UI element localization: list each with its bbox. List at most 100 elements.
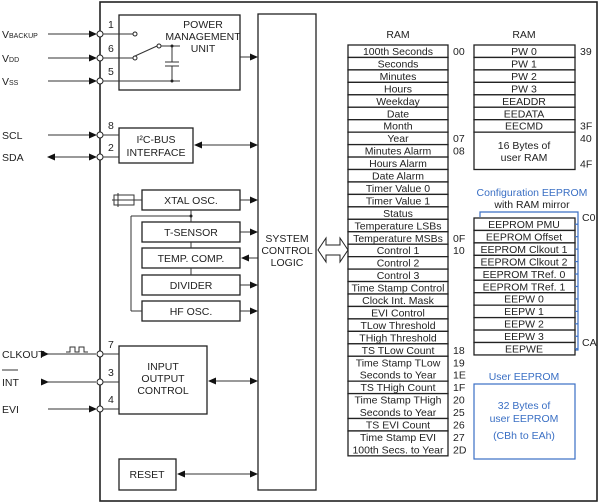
label: MANAGEMENT (165, 31, 241, 43)
register-name: Seconds to Year (360, 407, 437, 419)
register-address: 25 (453, 407, 465, 419)
register-name: Time Stamp EVI (360, 432, 436, 444)
register-name: Time Stamp TLow (356, 357, 441, 369)
register-name: EEPW 1 (504, 306, 544, 318)
pin-terminal (96, 54, 104, 62)
pin-number: 6 (108, 43, 114, 55)
register-address: 18 (453, 345, 465, 357)
config-eeprom-title: Configuration EEPROM (477, 187, 588, 199)
pin-label: INT (2, 377, 20, 389)
register-name: EEADDR (502, 96, 546, 108)
register-name: EEPROM Offset (486, 231, 562, 243)
register-address: 00 (453, 46, 465, 58)
label: (CBh to EAh) (493, 430, 555, 442)
register-name: Weekday (376, 96, 420, 108)
pin-label: EVI (2, 404, 19, 416)
register-name: Control 3 (377, 270, 420, 282)
label: DIVIDER (170, 280, 213, 292)
pin-terminal (96, 77, 104, 85)
config-eeprom-subtitle: with RAM mirror (493, 199, 570, 211)
reset-block (118, 458, 177, 491)
register-name: user RAM (501, 152, 548, 164)
register-name: TS THigh Count (360, 382, 435, 394)
label: CONTROL (137, 385, 188, 397)
pin-number: 2 (108, 142, 114, 154)
register-name: Minutes (380, 71, 417, 83)
user-eeprom-title: User EEPROM (489, 371, 560, 383)
register-name: 100th Seconds (363, 46, 433, 58)
pin-terminal (96, 378, 104, 386)
label: RESET (129, 469, 165, 481)
pin-label: CLKOUT (2, 349, 45, 361)
system-control-logic (257, 13, 317, 491)
power-management-unit (118, 14, 241, 91)
label: I²C-BUS (136, 134, 175, 146)
register-name: 100th Secs. to Year (352, 444, 444, 456)
register-address: 39 (580, 46, 592, 58)
ram-title: RAM (386, 29, 409, 41)
label: UNIT (191, 43, 216, 55)
register-address: 07 (453, 133, 465, 145)
pin-subscript: DD (9, 57, 19, 64)
register-name: Temperature MSBs (353, 233, 443, 245)
pin-label: VDD (2, 53, 19, 65)
pin-label: VSS (2, 76, 19, 88)
register-address: 3F (580, 121, 592, 133)
pin-number: 3 (108, 367, 114, 379)
label: INTERFACE (127, 147, 186, 159)
input-output-control (118, 345, 208, 415)
label: T-SENSOR (164, 227, 218, 239)
register-name: EEPW 0 (504, 294, 544, 306)
pin-number: 8 (108, 120, 114, 132)
register-name: TS EVI Count (366, 420, 430, 432)
register-address: 1F (453, 382, 465, 394)
register-name: PW 1 (511, 58, 537, 70)
register-row (347, 430, 449, 457)
register-address: C0 (582, 212, 596, 224)
register-name: Date (387, 108, 409, 120)
register-name: Month (383, 121, 412, 133)
label: HF OSC. (170, 306, 213, 318)
pin-terminal (96, 30, 104, 38)
register-address: 20 (453, 395, 465, 407)
switch-contact (132, 55, 138, 61)
pin-number: 7 (108, 339, 114, 351)
register-name: EVI Control (371, 307, 425, 319)
register-name: Time Stamp Control (352, 283, 445, 295)
register-name: EEPROM TRef. 0 (483, 269, 566, 281)
label: user EEPROM (490, 413, 559, 425)
register-name: Timer Value 1 (366, 195, 430, 207)
pin-terminal (96, 350, 104, 358)
register-address: 2D (453, 444, 467, 456)
register-row (347, 392, 449, 420)
pin-terminal (96, 405, 104, 413)
register-address: CA (582, 337, 597, 349)
register-name: Seconds (378, 58, 419, 70)
ram-title: RAM (512, 29, 535, 41)
register-name: Hours Alarm (369, 158, 427, 170)
register-name: Date Alarm (372, 171, 424, 183)
pin-number: 1 (108, 19, 114, 31)
chip-outline (99, 1, 598, 502)
label: POWER (183, 19, 223, 31)
register-name: EECMD (505, 121, 543, 133)
pin-label: SDA (2, 152, 24, 164)
register-name: Hours (384, 83, 412, 95)
register-address: 10 (453, 245, 465, 257)
register-address: 0F (453, 233, 465, 245)
pin-terminal (96, 153, 104, 161)
register-name: Status (383, 208, 413, 220)
register-name: EEPROM PMU (488, 219, 560, 231)
bus-arrow-icon (317, 236, 349, 264)
register-address: 08 (453, 146, 465, 158)
register-name: PW 3 (511, 83, 537, 95)
register-name: EEPROM TRef. 1 (483, 281, 566, 293)
register-name: THigh Threshold (359, 332, 437, 344)
register-name: EEPW 2 (504, 319, 544, 331)
label: TEMP. COMP. (158, 253, 225, 265)
register-name: Clock Int. Mask (362, 295, 435, 307)
register-row (473, 131, 576, 171)
register-name: TLow Threshold (360, 320, 435, 332)
label: LOGIC (271, 257, 304, 269)
label: CONTROL (261, 245, 312, 257)
